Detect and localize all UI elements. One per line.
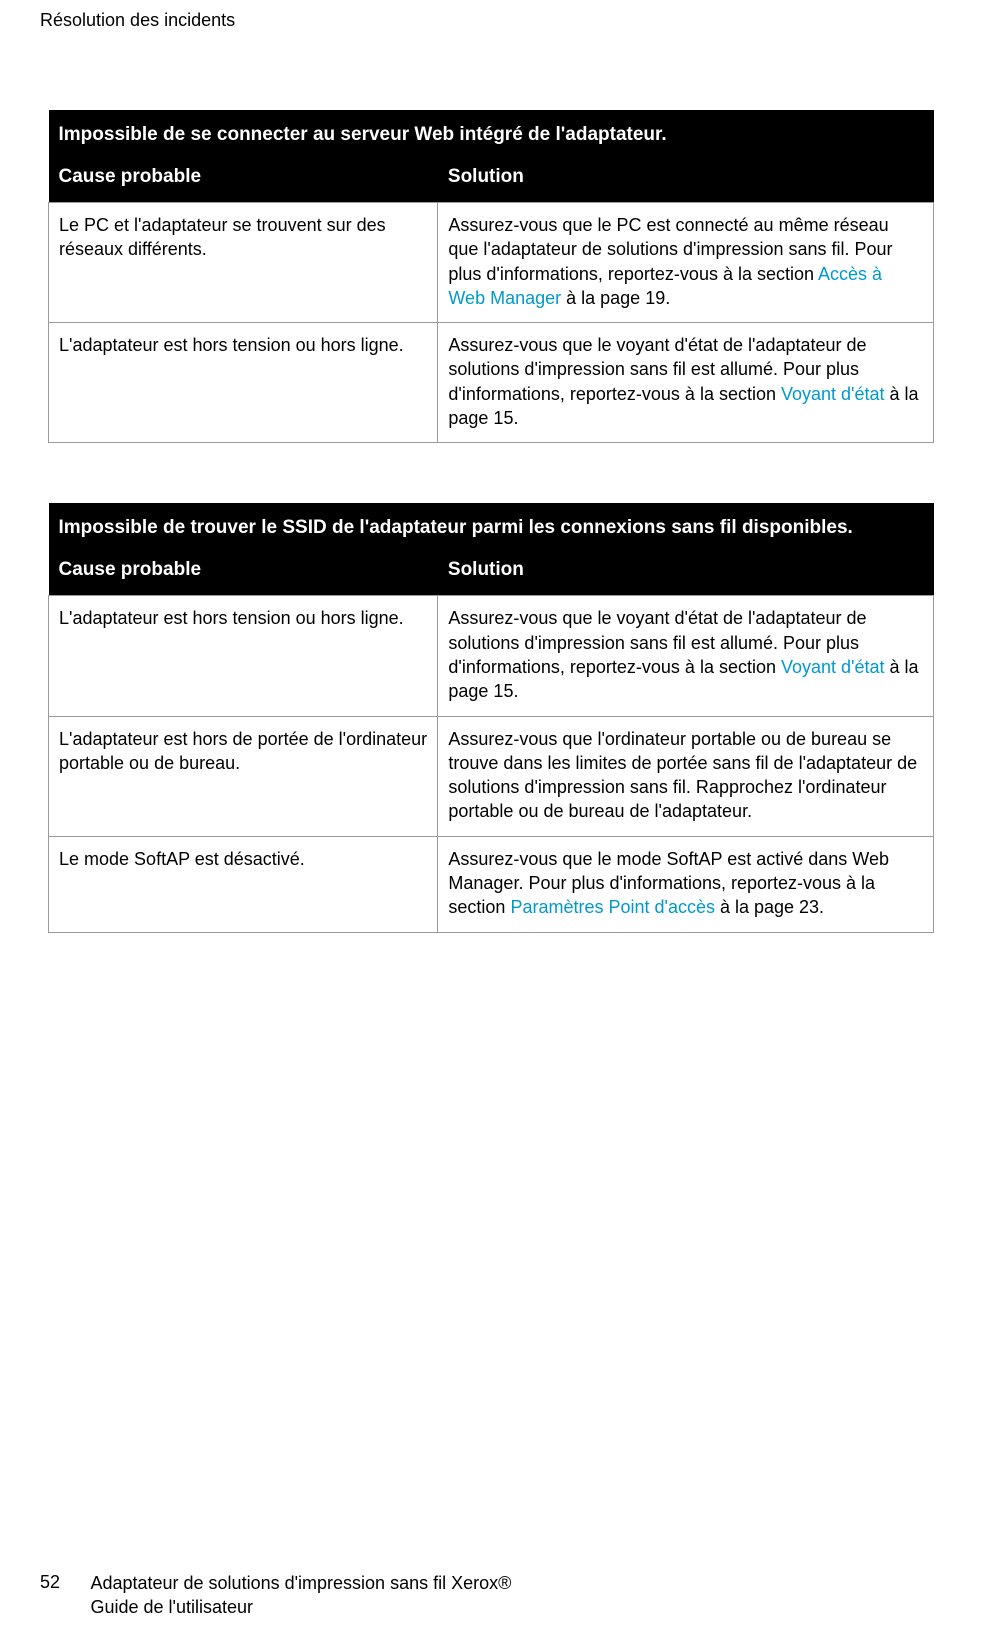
cause-cell: L'adaptateur est hors tension ou hors li…	[49, 596, 438, 716]
table-header-row: Cause probable Solution	[49, 559, 934, 596]
solution-text-after: à la page 19.	[561, 288, 670, 308]
col-header-cause: Cause probable	[49, 559, 438, 596]
table-title-row: Impossible de se connecter au serveur We…	[49, 110, 934, 166]
col-header-cause: Cause probable	[49, 166, 438, 203]
table-row: Le PC et l'adaptateur se trouvent sur de…	[49, 203, 934, 323]
table-1-title: Impossible de se connecter au serveur We…	[49, 110, 934, 166]
solution-cell: Assurez-vous que le voyant d'état de l'a…	[438, 596, 934, 716]
page-footer: 52 Adaptateur de solutions d'impression …	[40, 1572, 940, 1619]
running-head: Résolution des incidents	[40, 10, 235, 31]
page-number: 52	[40, 1572, 86, 1593]
table-row: L'adaptateur est hors tension ou hors li…	[49, 596, 934, 716]
table-row: L'adaptateur est hors tension ou hors li…	[49, 323, 934, 443]
xref-link[interactable]: Voyant d'état	[781, 657, 885, 677]
cause-cell: L'adaptateur est hors de portée de l'ord…	[49, 716, 438, 836]
table-header-row: Cause probable Solution	[49, 166, 934, 203]
xref-link[interactable]: Paramètres Point d'accès	[510, 897, 715, 917]
footer-text-block: Adaptateur de solutions d'impression san…	[90, 1572, 511, 1619]
solution-cell: Assurez-vous que l'ordinateur portable o…	[438, 716, 934, 836]
content-area: Impossible de se connecter au serveur We…	[48, 110, 934, 993]
cause-cell: Le PC et l'adaptateur se trouvent sur de…	[49, 203, 438, 323]
solution-text-after: à la page 23.	[715, 897, 824, 917]
solution-text-before: Assurez-vous que l'ordinateur portable o…	[448, 729, 917, 822]
footer-line-1: Adaptateur de solutions d'impression san…	[90, 1573, 511, 1593]
troubleshoot-table-2: Impossible de trouver le SSID de l'adapt…	[48, 503, 934, 932]
table-row: L'adaptateur est hors de portée de l'ord…	[49, 716, 934, 836]
footer-line-2: Guide de l'utilisateur	[90, 1597, 253, 1617]
table-2-title: Impossible de trouver le SSID de l'adapt…	[49, 503, 934, 559]
cause-cell: L'adaptateur est hors tension ou hors li…	[49, 323, 438, 443]
table-row: Le mode SoftAP est désactivé. Assurez-vo…	[49, 836, 934, 932]
col-header-solution: Solution	[438, 559, 934, 596]
troubleshoot-table-1: Impossible de se connecter au serveur We…	[48, 110, 934, 443]
table-title-row: Impossible de trouver le SSID de l'adapt…	[49, 503, 934, 559]
solution-cell: Assurez-vous que le voyant d'état de l'a…	[438, 323, 934, 443]
solution-cell: Assurez-vous que le mode SoftAP est acti…	[438, 836, 934, 932]
col-header-solution: Solution	[438, 166, 934, 203]
xref-link[interactable]: Voyant d'état	[781, 384, 885, 404]
cause-cell: Le mode SoftAP est désactivé.	[49, 836, 438, 932]
page: Résolution des incidents Impossible de s…	[0, 0, 981, 1633]
solution-cell: Assurez-vous que le PC est connecté au m…	[438, 203, 934, 323]
